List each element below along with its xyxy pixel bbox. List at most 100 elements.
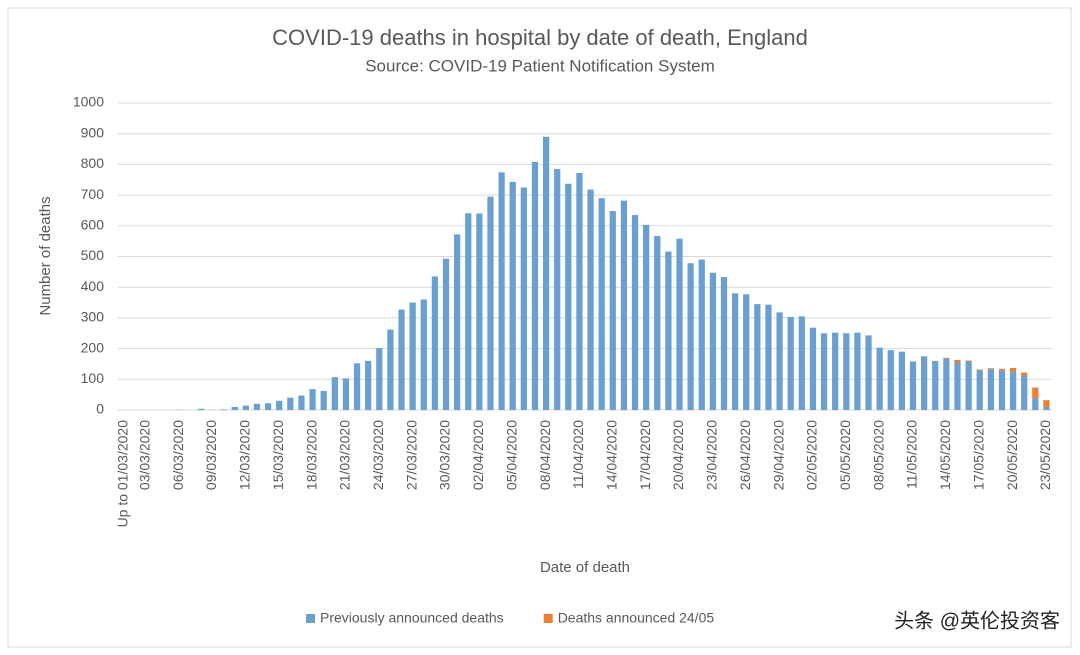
chart-subtitle: Source: COVID-19 Patient Notification Sy… — [365, 56, 715, 75]
bar — [520, 187, 527, 410]
x-tick-label: 17/04/2020 — [637, 420, 653, 490]
x-tick-label: Up to 01/03/2020 — [114, 420, 130, 528]
x-tick-label: 14/04/2020 — [604, 420, 620, 490]
y-tick-label: 800 — [81, 155, 105, 171]
bar — [631, 215, 639, 410]
chart-title: COVID-19 deaths in hospital by date of d… — [272, 25, 808, 50]
y-tick-label: 900 — [81, 124, 105, 140]
x-axis-title: Date of death — [540, 559, 630, 576]
bar — [476, 213, 483, 410]
bar — [809, 327, 817, 410]
bar — [398, 309, 405, 410]
bar — [932, 360, 939, 410]
bar — [409, 302, 416, 410]
x-tick-label: 17/05/2020 — [970, 420, 986, 490]
bar — [921, 356, 928, 410]
y-tick-label: 1000 — [73, 94, 104, 110]
bar — [876, 347, 883, 410]
bar — [854, 332, 861, 410]
bar — [465, 213, 472, 410]
bar — [1021, 375, 1028, 410]
y-tick-label: 0 — [96, 401, 104, 417]
bar — [454, 234, 461, 410]
x-tick-label: 23/04/2020 — [704, 420, 720, 490]
x-tick-label: 09/03/2020 — [203, 420, 219, 490]
bar — [1043, 400, 1050, 407]
bar — [709, 272, 716, 410]
bar — [609, 211, 616, 410]
bar — [253, 403, 261, 410]
bar — [309, 389, 316, 410]
bar — [643, 224, 650, 410]
bar — [231, 406, 238, 410]
x-tick-label: 14/05/2020 — [937, 420, 953, 490]
bar — [287, 397, 294, 410]
bar — [376, 347, 383, 410]
x-tick-label: 12/03/2020 — [237, 420, 253, 490]
bar — [698, 259, 705, 410]
bar — [909, 361, 917, 410]
y-tick-label: 100 — [81, 370, 105, 386]
bar — [576, 172, 583, 410]
bar — [965, 361, 972, 410]
x-tick-label: 11/04/2020 — [570, 420, 586, 489]
bar — [487, 196, 494, 410]
y-tick-label: 700 — [81, 186, 105, 202]
watermark: 头条 @英伦投资客 — [894, 609, 1060, 632]
y-axis-title: Number of deaths — [37, 196, 54, 315]
bar — [198, 408, 205, 410]
bar — [954, 359, 961, 363]
bar — [787, 316, 794, 410]
x-tick-label: 02/05/2020 — [804, 420, 820, 490]
x-tick-label: 05/04/2020 — [503, 420, 519, 490]
bar — [987, 369, 994, 410]
bar — [1009, 367, 1017, 372]
y-tick-label: 300 — [81, 309, 105, 325]
x-tick-label: 02/04/2020 — [470, 420, 486, 490]
bar — [665, 251, 672, 410]
bar — [954, 362, 961, 410]
bar — [565, 183, 572, 410]
bar — [298, 395, 305, 410]
x-tick-label: 06/03/2020 — [170, 420, 186, 490]
bar — [832, 332, 839, 410]
legend-swatch — [543, 614, 553, 623]
bar — [587, 189, 594, 410]
x-tick-label: 18/03/2020 — [303, 420, 319, 490]
bar — [598, 198, 605, 410]
bar — [554, 169, 561, 410]
bar — [887, 350, 894, 410]
bar — [743, 294, 750, 410]
y-tick-label: 200 — [81, 339, 105, 355]
bar — [687, 263, 694, 410]
bar — [754, 304, 761, 410]
legend-label: Deaths announced 24/05 — [558, 610, 715, 626]
x-tick-label: 08/05/2020 — [870, 420, 886, 490]
bar — [798, 316, 805, 410]
bar — [320, 390, 327, 410]
y-tick-label: 400 — [81, 278, 105, 294]
bar — [1009, 371, 1017, 410]
bar — [542, 136, 550, 410]
bar — [976, 370, 983, 410]
bar — [342, 378, 350, 410]
bar — [731, 293, 739, 410]
bar — [654, 235, 661, 410]
x-tick-label: 29/04/2020 — [770, 420, 786, 490]
bar — [442, 258, 450, 410]
x-tick-label: 03/03/2020 — [137, 420, 153, 490]
bar — [843, 333, 850, 410]
bar — [498, 172, 505, 410]
x-tick-label: 27/03/2020 — [403, 420, 419, 490]
bar — [420, 299, 427, 410]
bar — [720, 277, 728, 410]
x-tick-label: 21/03/2020 — [337, 420, 353, 490]
bar — [1043, 406, 1050, 410]
y-tick-label: 500 — [81, 247, 105, 263]
bar — [353, 363, 361, 410]
bar — [276, 400, 283, 410]
x-tick-label: 11/05/2020 — [904, 420, 920, 489]
bar — [776, 312, 783, 410]
legend-label: Previously announced deaths — [320, 610, 504, 626]
